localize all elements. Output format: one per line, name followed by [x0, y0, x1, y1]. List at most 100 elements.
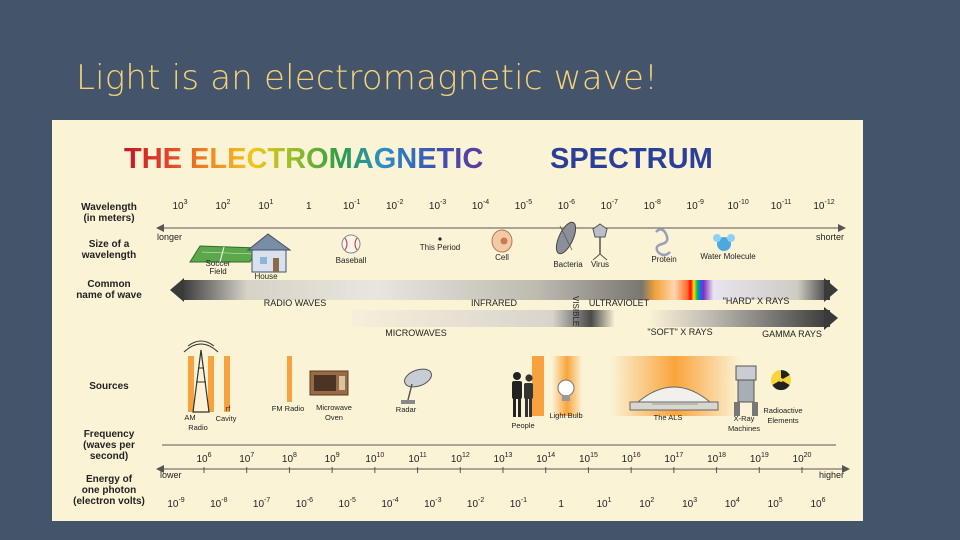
row-label-sources: Sources [89, 381, 129, 392]
energy-lower-label: lower [160, 470, 182, 480]
frequency-tick-label: 1016 [622, 452, 641, 465]
frequency-tick-label: 109 [325, 452, 340, 465]
source-label-microwave-1: Microwave [316, 403, 352, 412]
energy-tick-label: 105 [768, 497, 783, 510]
frequency-ticks: 106 107 108 109 1010 1011 1012 1013 1014 1015 1016… [196, 452, 811, 465]
frequency-tick-label: 1010 [365, 452, 384, 465]
frequency-tick-label: 1012 [451, 452, 470, 465]
row-label-wavelength-1: Wavelength [81, 202, 137, 213]
energy-tick-label: 10-2 [467, 497, 484, 510]
source-label-people: People [511, 421, 534, 430]
energy-tick-label: 106 [810, 497, 825, 510]
row-label-frequency-2: (waves per [83, 440, 135, 451]
source-label-rf-1: rf [226, 404, 231, 413]
source-label-xray-1: X-Ray [734, 414, 755, 423]
size-label-protein: Protein [651, 255, 676, 264]
row-label-energy-1: Energy of [86, 474, 133, 485]
wave-name-gamma: GAMMA RAYS [762, 329, 822, 339]
size-label-soccer: Soccer [206, 259, 231, 268]
radar-dish-icon [401, 368, 432, 404]
source-label-am-1: AM [184, 413, 195, 422]
water-molecule-icon [713, 234, 735, 251]
size-label-bacteria: Bacteria [553, 260, 583, 269]
bacteria-icon [555, 221, 577, 255]
xray-machine-icon [734, 365, 758, 416]
energy-higher-label: higher [819, 470, 844, 480]
energy-tick-label: 10-5 [339, 497, 356, 510]
energy-tick-label: 101 [596, 497, 611, 510]
frequency-tick-label: 106 [196, 452, 211, 465]
wave-name-visible: VISIBLE [571, 296, 580, 326]
cell-icon [491, 229, 513, 253]
energy-tick-label: 10-8 [210, 497, 227, 510]
row-labels: Wavelength (in meters) Size of a wavelen… [73, 202, 145, 507]
wavelength-tick-label: 10-5 [515, 199, 532, 212]
row-label-common-2: name of wave [76, 290, 142, 301]
house-icon [246, 233, 292, 273]
energy-ticks: 10-9 10-8 10-7 10-6 10-5 10-4 10-3 10-2 10-1 1 101… [167, 497, 825, 510]
wave-band-main [170, 278, 838, 302]
spectrum-heading-spectrum: SPECTRUM [550, 143, 713, 175]
size-shorter-label: shorter [816, 232, 844, 242]
light-bulb-icon [557, 379, 575, 401]
radio-tower-icon [183, 340, 219, 413]
row-label-frequency-1: Frequency [84, 429, 135, 440]
energy-tick-label: 10-7 [253, 497, 270, 510]
wave-name-microwaves: MICROWAVES [385, 328, 447, 338]
source-label-microwave-2: Oven [325, 413, 343, 422]
frequency-tick-label: 108 [282, 452, 297, 465]
frequency-tick-label: 1019 [750, 452, 769, 465]
energy-tick-label: 10-4 [381, 497, 398, 510]
wavelength-tick-label: 10-12 [813, 199, 834, 212]
microwave-oven-icon [309, 370, 349, 396]
wavelength-tick-label: 10-11 [771, 199, 792, 212]
virus-icon [592, 223, 608, 261]
wave-name-ultraviolet: ULTRAVIOLET [589, 298, 650, 308]
energy-tick-label: 10-9 [167, 497, 184, 510]
source-label-radioactive-2: Elements [767, 416, 799, 425]
wave-name-infrared: INFRARED [471, 298, 518, 308]
wave-name-radio: RADIO WAVES [264, 298, 327, 308]
energy-tick-label: 104 [725, 497, 740, 510]
size-label-water: Water Molecule [700, 252, 756, 261]
wave-name-soft-xrays: "SOFT" X RAYS [647, 327, 712, 337]
size-label-period: This Period [420, 243, 460, 252]
row-label-size-2: wavelength [81, 250, 136, 261]
wave-band-lower [352, 307, 838, 330]
frequency-tick-label: 1014 [536, 452, 555, 465]
wavelength-tick-label: 10-7 [601, 199, 618, 212]
row-label-size-1: Size of a [89, 239, 130, 250]
source-label-als: The ALS [654, 413, 683, 422]
energy-tick-label: 102 [639, 497, 654, 510]
size-label-field: Field [209, 267, 226, 276]
wavelength-tick-label: 10-8 [644, 199, 661, 212]
size-scale-arrow [156, 224, 846, 232]
frequency-tick-label: 1020 [793, 452, 812, 465]
radioactive-icon [771, 369, 791, 391]
size-longer-label: longer [157, 232, 182, 242]
als-building-icon [629, 386, 719, 411]
source-label-xray-2: Machines [728, 424, 760, 433]
size-label-cell: Cell [495, 253, 509, 262]
energy-tick-label: 10-3 [424, 497, 441, 510]
wavelength-tick-label: 101 [258, 199, 273, 212]
wavelength-tick-label: 10-1 [343, 199, 360, 212]
baseball-icon [341, 234, 361, 254]
wavelength-tick-label: 10-10 [728, 199, 749, 212]
wavelength-tick-label: 10-2 [386, 199, 403, 212]
wavelength-tick-label: 10-6 [558, 199, 575, 212]
frequency-tick-label: 1013 [494, 452, 513, 465]
row-label-energy-2: one photon [82, 485, 136, 496]
frequency-tick-label: 107 [239, 452, 254, 465]
row-label-energy-3: (electron volts) [73, 496, 145, 507]
wave-name-hard-xrays: "HARD" X RAYS [723, 296, 790, 306]
energy-tick-label: 10-1 [510, 497, 527, 510]
row-label-frequency-3: second) [90, 451, 128, 462]
wavelength-tick-label: 10-9 [687, 199, 704, 212]
people-icon [512, 372, 533, 417]
row-label-wavelength-2: (in meters) [83, 213, 134, 224]
period-dot [438, 237, 442, 241]
source-label-radioactive-1: Radioactive [763, 406, 802, 415]
em-spectrum-diagram: THE ELECTROMAGNETIC SPECTRUM Wavelength … [52, 120, 863, 521]
wavelength-tick-label: 10-4 [472, 199, 489, 212]
